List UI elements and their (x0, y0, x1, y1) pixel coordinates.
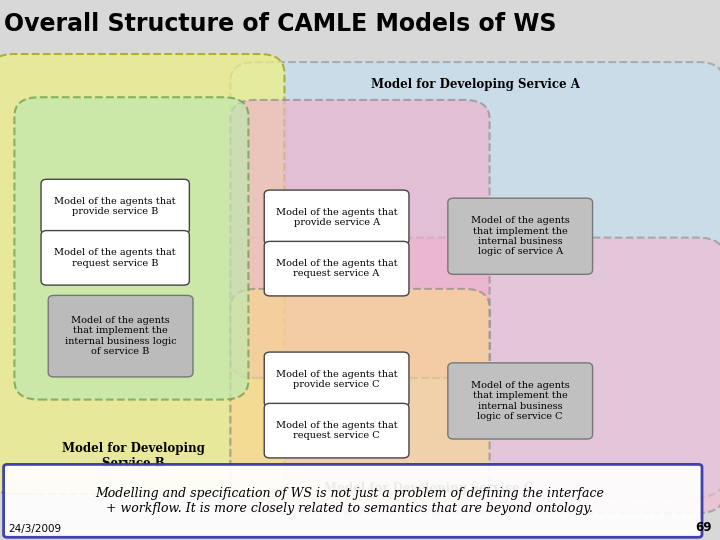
Text: Model of the agents that
request service B: Model of the agents that request service… (55, 248, 176, 267)
FancyBboxPatch shape (14, 97, 248, 400)
Text: Modelling and specification of WS is not just a problem of defining the interfac: Modelling and specification of WS is not… (95, 487, 603, 515)
Text: Model of the agents
that implement the
internal business logic
of service B: Model of the agents that implement the i… (65, 316, 176, 356)
FancyBboxPatch shape (41, 179, 189, 234)
Text: Model of the agents that
provide service C: Model of the agents that provide service… (276, 370, 397, 389)
Text: Model for Developing
Service B: Model for Developing Service B (62, 442, 204, 470)
FancyBboxPatch shape (230, 289, 490, 500)
Text: 69: 69 (695, 521, 711, 534)
FancyBboxPatch shape (230, 62, 720, 497)
Text: Model for Developing Service C: Model for Developing Service C (324, 482, 533, 495)
Text: 24/3/2009: 24/3/2009 (9, 523, 62, 534)
Text: Model of the agents
that implement the
internal business
logic of service C: Model of the agents that implement the i… (471, 381, 570, 421)
FancyBboxPatch shape (41, 231, 189, 285)
Text: Overall Structure of CAMLE Models of WS: Overall Structure of CAMLE Models of WS (4, 12, 556, 36)
FancyBboxPatch shape (4, 464, 702, 537)
Text: Model of the agents that
request service A: Model of the agents that request service… (276, 259, 397, 278)
FancyBboxPatch shape (448, 198, 593, 274)
FancyBboxPatch shape (264, 241, 409, 296)
FancyBboxPatch shape (448, 363, 593, 439)
FancyBboxPatch shape (264, 190, 409, 245)
FancyBboxPatch shape (230, 100, 490, 378)
FancyBboxPatch shape (0, 54, 284, 494)
FancyBboxPatch shape (264, 352, 409, 407)
FancyBboxPatch shape (264, 403, 409, 458)
Text: Model of the agents that
provide service B: Model of the agents that provide service… (55, 197, 176, 216)
FancyBboxPatch shape (230, 238, 720, 513)
Text: Model of the agents that
request service C: Model of the agents that request service… (276, 421, 397, 440)
Text: Model of the agents that
provide service A: Model of the agents that provide service… (276, 208, 397, 227)
FancyBboxPatch shape (48, 295, 193, 377)
Text: Model of the agents
that implement the
internal business
logic of service A: Model of the agents that implement the i… (471, 216, 570, 256)
Text: Model for Developing Service A: Model for Developing Service A (371, 78, 580, 91)
